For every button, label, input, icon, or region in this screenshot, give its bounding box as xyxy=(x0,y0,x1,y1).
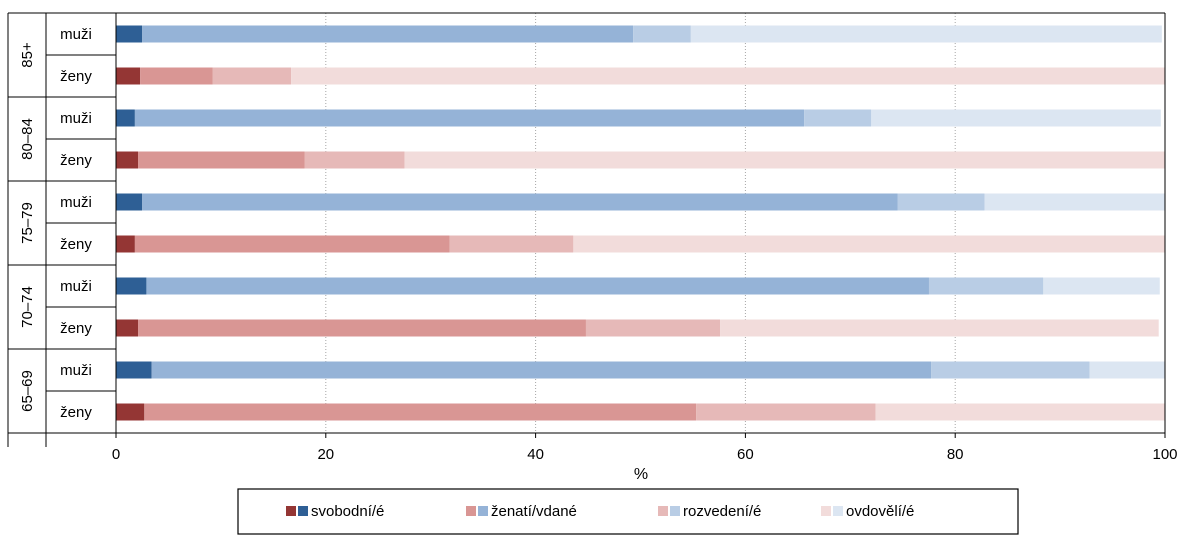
row-label: ženy xyxy=(60,320,92,337)
bar-segment xyxy=(931,361,1090,379)
legend: svobodní/é ženatí/vdané rozvedení/é ovdověl… xyxy=(237,488,1019,535)
bar-segment xyxy=(142,193,898,211)
bar-segment xyxy=(142,25,634,43)
bar-segment xyxy=(138,151,305,169)
row-label: muži xyxy=(60,194,92,211)
bar-segment xyxy=(871,109,1161,127)
legend-box xyxy=(237,488,1019,535)
bar-segment xyxy=(134,109,805,127)
bar-segment xyxy=(928,277,1044,295)
group-label: 70–74 xyxy=(19,286,36,328)
legend-swatch-male xyxy=(670,506,680,516)
bar-segment xyxy=(212,67,292,85)
bar-segment xyxy=(1089,361,1165,379)
bar-segment xyxy=(875,403,1165,421)
row-label: muži xyxy=(60,278,92,295)
bar-segment xyxy=(116,67,141,85)
bar-segment xyxy=(804,109,872,127)
bar-segment xyxy=(116,109,135,127)
category-axis: muži ženy muži ženy muži ženy muži ženy muži ženy… xyxy=(7,12,117,447)
bar-segment xyxy=(116,151,139,169)
group-label: 85+ xyxy=(19,42,36,68)
bars xyxy=(116,25,1166,421)
legend-swatch-female xyxy=(466,506,476,516)
axes xyxy=(116,12,1166,434)
bar-segment xyxy=(144,403,697,421)
bar-segment xyxy=(690,25,1162,43)
x-tick-label: 20 xyxy=(317,446,334,463)
x-tick-label: 60 xyxy=(737,446,754,463)
row-label: muži xyxy=(60,26,92,43)
legend-swatch-male xyxy=(478,506,488,516)
bar-segment xyxy=(116,361,152,379)
bar-segment xyxy=(449,235,574,253)
bar-segment xyxy=(696,403,876,421)
row-label: muži xyxy=(60,362,92,379)
legend-swatch-female xyxy=(658,506,668,516)
bar-segment xyxy=(116,319,139,337)
group-label: 65–69 xyxy=(19,370,36,412)
legend-swatch-male xyxy=(298,506,308,516)
legend-label: ovdovělí/é xyxy=(846,503,914,520)
bar-segment xyxy=(146,277,929,295)
row-label: ženy xyxy=(60,404,92,421)
legend-label: svobodní/é xyxy=(311,503,384,520)
bar-segment xyxy=(573,235,1165,253)
group-label: 75–79 xyxy=(19,202,36,244)
bar-segment xyxy=(116,25,143,43)
x-tick-label: 80 xyxy=(947,446,964,463)
bar-segment xyxy=(151,361,932,379)
legend-swatch-male xyxy=(833,506,843,516)
bar-segment xyxy=(633,25,691,43)
bar-segment xyxy=(404,151,1166,169)
bar-segment xyxy=(116,403,145,421)
bar-segment xyxy=(585,319,721,337)
bar-segment xyxy=(116,277,147,295)
x-tick-label: 40 xyxy=(527,446,544,463)
group-label: 80–84 xyxy=(19,118,36,160)
legend-label: rozvedení/é xyxy=(683,503,761,520)
bar-segment xyxy=(138,319,586,337)
row-label: muži xyxy=(60,110,92,127)
row-label: ženy xyxy=(60,236,92,253)
legend-swatch-female xyxy=(821,506,831,516)
bar-segment xyxy=(720,319,1159,337)
row-label: ženy xyxy=(60,152,92,169)
bar-segment xyxy=(116,193,143,211)
bar-segment xyxy=(140,67,213,85)
bar-segment xyxy=(291,67,1166,85)
bar-segment xyxy=(1043,277,1160,295)
x-tick-label: 0 xyxy=(112,446,120,463)
bar-segment xyxy=(984,193,1165,211)
x-axis-label: % xyxy=(634,466,648,483)
bar-segment xyxy=(134,235,450,253)
bar-segment xyxy=(116,235,135,253)
x-tick-labels: 0 20 40 60 80 100 xyxy=(112,433,1178,463)
bar-segment xyxy=(304,151,405,169)
bar-segment xyxy=(897,193,985,211)
legend-swatch-female xyxy=(286,506,296,516)
row-label: ženy xyxy=(60,68,92,85)
legend-label: ženatí/vdané xyxy=(491,503,577,520)
x-tick-label: 100 xyxy=(1152,446,1177,463)
